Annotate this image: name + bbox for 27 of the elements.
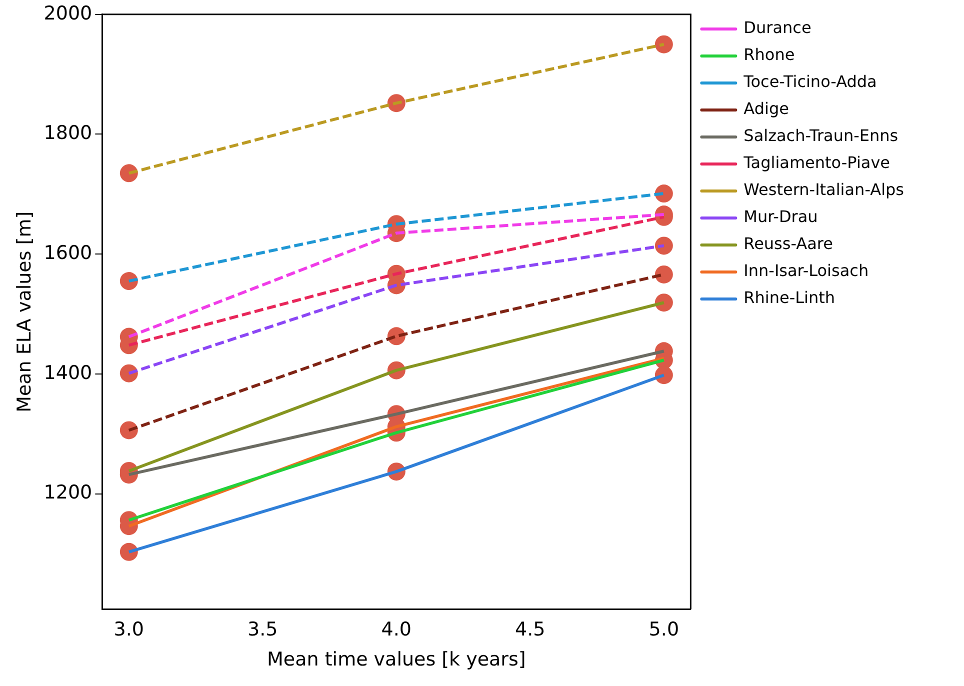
legend-label: Western-Italian-Alps: [744, 180, 904, 200]
legend-label: Mur-Drau: [744, 207, 818, 226]
x-tick-label: 3.5: [248, 618, 278, 641]
legend-label: Inn-Isar-Loisach: [744, 261, 869, 280]
y-tick-label: 2000: [44, 2, 92, 24]
x-axis-title: Mean time values [k years]: [267, 648, 526, 671]
x-tick-label: 3.0: [114, 618, 144, 641]
legend-label: Toce-Ticino-Adda: [742, 72, 877, 92]
legend-label: Tagliamento-Piave: [742, 153, 890, 172]
legend-label: Adige: [744, 99, 789, 118]
point: [654, 236, 673, 255]
x-tick-label: 5.0: [648, 618, 680, 641]
legend-label: Rhone: [744, 45, 795, 64]
legend-label: Salzach-Traun-Enns: [744, 126, 898, 146]
y-tick-label: 1800: [44, 122, 92, 144]
point: [654, 265, 673, 284]
legend-label: Reuss-Aare: [744, 234, 833, 254]
y-tick-label: 1600: [44, 242, 92, 264]
point: [654, 184, 673, 203]
x-tick-label: 4.5: [515, 618, 546, 641]
y-tick-label: 1200: [44, 482, 92, 504]
legend-label: Rhine-Linth: [744, 288, 836, 308]
legend-label: Durance: [744, 18, 812, 38]
y-tick-label: 1400: [44, 362, 92, 384]
y-axis-title: Mean ELA values [m]: [13, 211, 36, 412]
point: [654, 35, 673, 54]
x-tick-label: 4.0: [381, 618, 412, 641]
